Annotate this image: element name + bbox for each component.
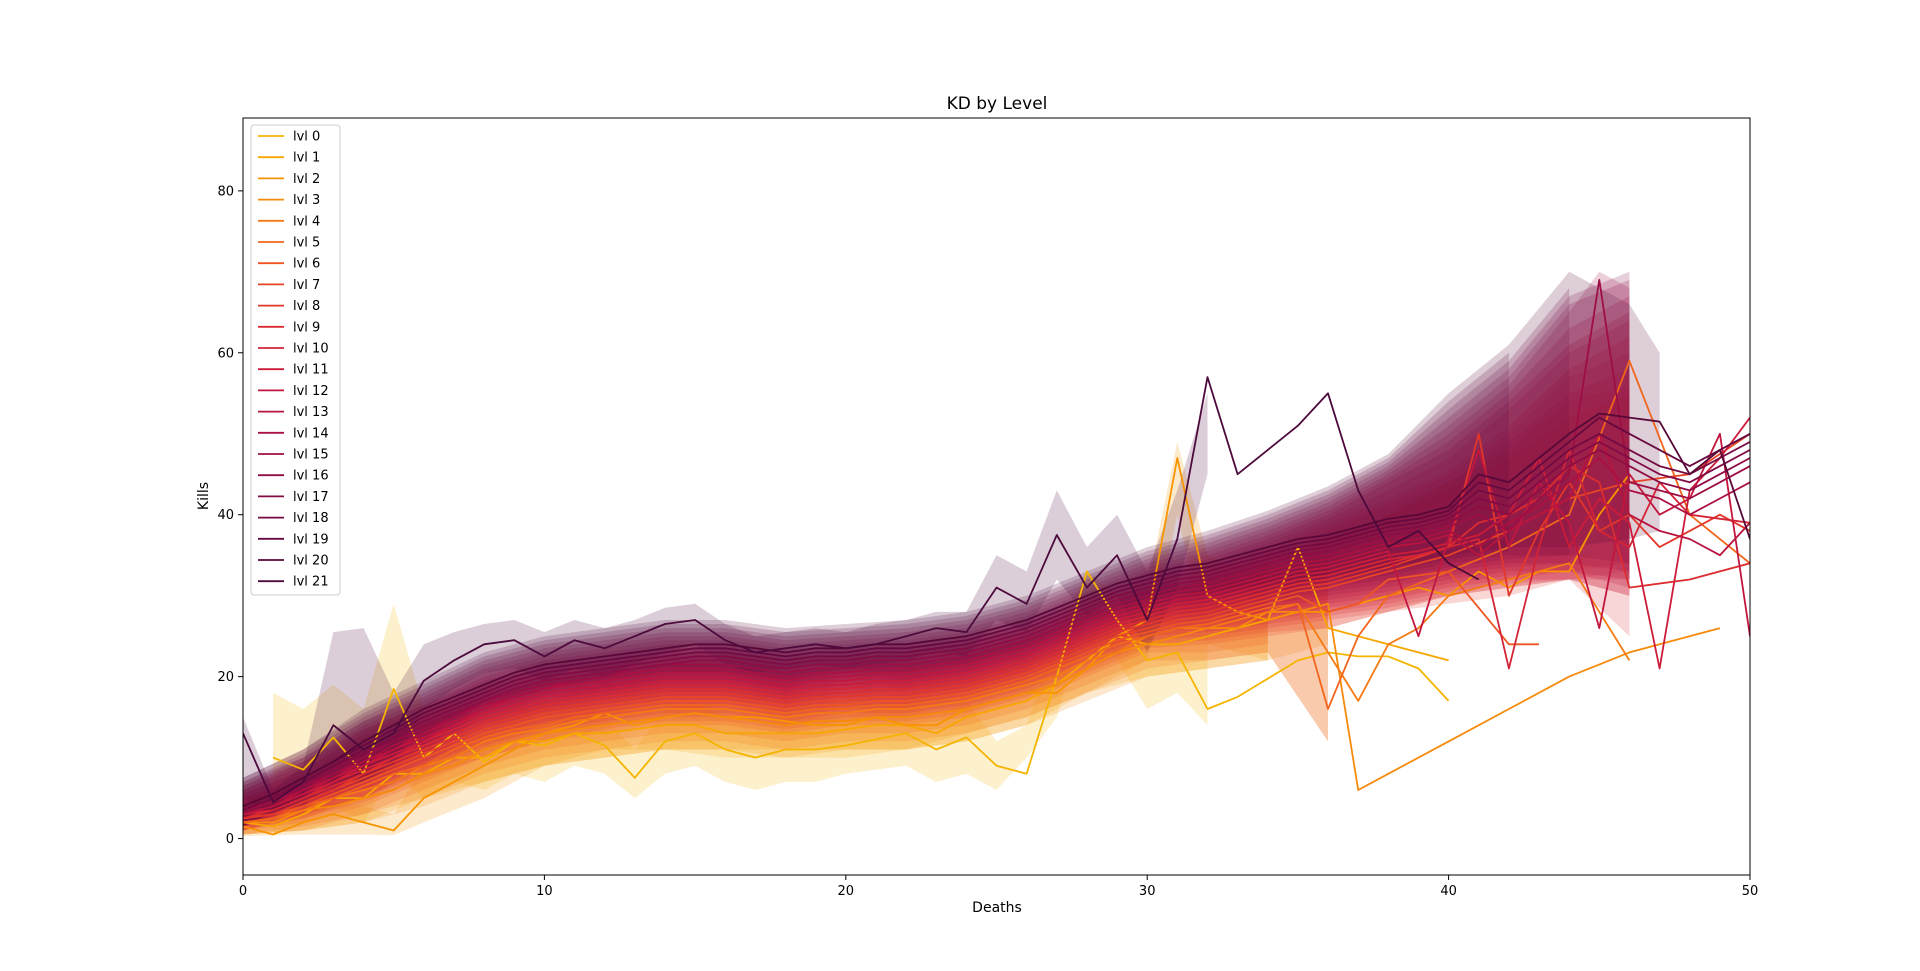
- band-lvl-1: [243, 579, 1268, 835]
- series-line-lvl-3: [243, 602, 1721, 824]
- series-line-lvl-1: [243, 546, 1449, 828]
- series-line-lvl-0: [272, 570, 1450, 779]
- legend-label-lvl-13: lvl 13: [293, 405, 329, 420]
- legend: lvl 0 lvl 1 lvl 2 lvl 3 lvl 4 lvl 5 lvl 6 lvl 7…: [250, 124, 341, 596]
- legend-label-lvl-17: lvl 17: [293, 490, 329, 505]
- y-tick-label: 0: [226, 832, 234, 847]
- legend-label-lvl-16: lvl 16: [293, 469, 329, 484]
- x-axis-ticks: 0 10 20 30 40 50: [239, 875, 1758, 899]
- x-tick-label: 10: [536, 884, 553, 899]
- legend-label-lvl-20: lvl 20: [293, 554, 329, 569]
- x-tick-label: 20: [838, 884, 855, 899]
- band-lvl-18: [243, 288, 1570, 827]
- legend-label-lvl-7: lvl 7: [293, 278, 320, 293]
- legend-label-lvl-9: lvl 9: [293, 320, 320, 335]
- band-lvl-13: [243, 312, 1630, 827]
- series-line-lvl-11: [243, 417, 1750, 816]
- y-tick-label: 60: [217, 346, 234, 361]
- series-line-lvl-4: [243, 562, 1631, 824]
- series-line-lvl-5: [243, 359, 1750, 824]
- series-line-lvl-14: [243, 457, 1750, 812]
- series-line-lvl-21: [243, 376, 1480, 803]
- series-line-lvl-6: [243, 570, 1539, 820]
- series-line-lvl-7: [243, 433, 1750, 820]
- legend-label-lvl-3: lvl 3: [293, 193, 320, 208]
- band-lvl-17: [243, 271, 1630, 827]
- series-line-lvl-19: [243, 416, 1750, 808]
- series-line-lvl-10: [243, 448, 1750, 816]
- legend-label-lvl-18: lvl 18: [293, 511, 329, 526]
- band-lvl-4: [243, 555, 1328, 835]
- band-lvl-15: [243, 271, 1630, 827]
- confidence-bands: [243, 271, 1660, 837]
- band-lvl-3: [243, 563, 1328, 835]
- series-line-lvl-2: [243, 457, 1631, 836]
- x-tick-label: 50: [1742, 884, 1759, 899]
- series-line-lvl-8: [243, 432, 1750, 820]
- legend-label-lvl-19: lvl 19: [293, 532, 329, 547]
- legend-label-lvl-11: lvl 11: [293, 363, 329, 378]
- legend-label-lvl-8: lvl 8: [293, 299, 320, 314]
- legend-label-lvl-12: lvl 12: [293, 384, 329, 399]
- series-line-lvl-15: [243, 278, 1750, 812]
- legend-label-lvl-10: lvl 10: [293, 342, 329, 357]
- band-lvl-0: [273, 571, 1208, 836]
- band-lvl-20: [243, 271, 1660, 827]
- legend-label-lvl-14: lvl 14: [293, 426, 329, 441]
- y-axis-label: Kills: [196, 482, 212, 510]
- band-lvl-7: [243, 393, 1630, 831]
- series-line-lvl-12: [243, 432, 1750, 816]
- y-tick-label: 40: [217, 508, 234, 523]
- band-lvl-16: [243, 279, 1630, 827]
- x-tick-label: 30: [1139, 884, 1156, 899]
- y-axis-ticks: 0 20 40 60 80: [217, 184, 243, 847]
- series-line-lvl-17: [243, 440, 1750, 812]
- legend-label-lvl-2: lvl 2: [293, 172, 320, 187]
- band-lvl-14: [243, 296, 1630, 827]
- legend-label-lvl-15: lvl 15: [293, 448, 329, 463]
- chart-title: KD by Level: [947, 94, 1048, 114]
- legend-label-lvl-5: lvl 5: [293, 236, 320, 251]
- x-tick-label: 0: [239, 884, 247, 899]
- legend-label-lvl-4: lvl 4: [293, 214, 320, 229]
- legend-label-lvl-21: lvl 21: [293, 575, 329, 590]
- x-tick-label: 40: [1440, 884, 1457, 899]
- y-tick-label: 20: [217, 670, 234, 685]
- series-line-lvl-20: [243, 412, 1750, 808]
- legend-label-lvl-1: lvl 1: [293, 151, 320, 166]
- band-lvl-5: [243, 555, 1328, 835]
- plot-frame: [242, 117, 1751, 876]
- series-line-lvl-18: [243, 432, 1750, 812]
- series-lines: [243, 278, 1750, 836]
- series-line-lvl-13: [243, 432, 1750, 816]
- series-line-lvl-16: [243, 448, 1750, 812]
- y-tick-label: 80: [217, 184, 234, 199]
- x-axis-label: Deaths: [972, 900, 1022, 916]
- legend-label-lvl-0: lvl 0: [293, 130, 320, 145]
- legend-label-lvl-6: lvl 6: [293, 257, 320, 272]
- band-lvl-12: [243, 320, 1630, 827]
- band-lvl-11: [243, 336, 1630, 827]
